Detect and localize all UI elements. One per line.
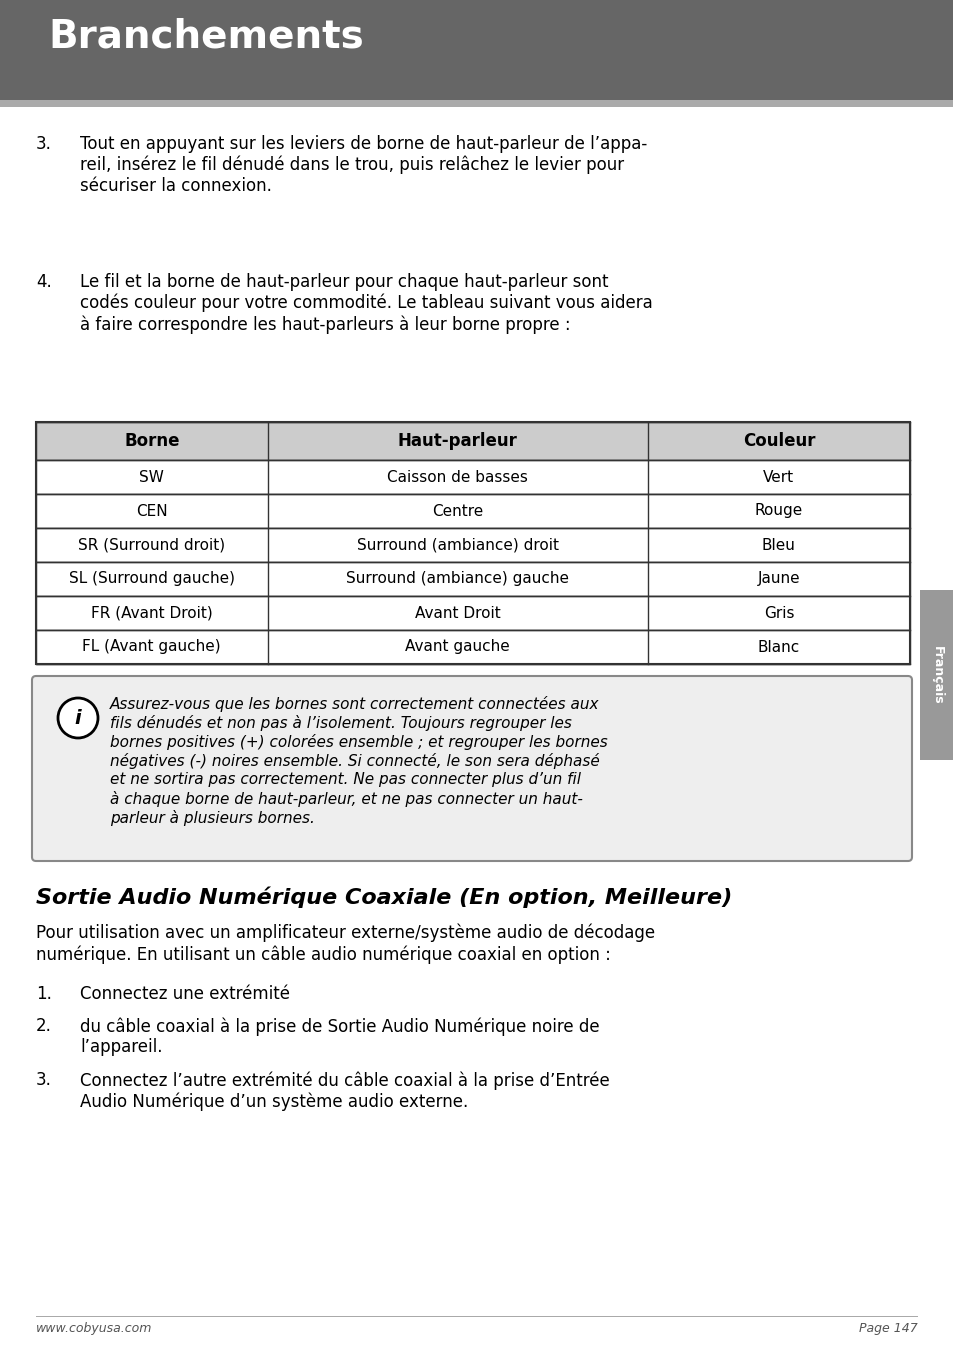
Text: Surround (ambiance) droit: Surround (ambiance) droit	[356, 538, 558, 552]
Text: Connectez une extrémité: Connectez une extrémité	[80, 984, 290, 1003]
Bar	[36, 494, 909, 528]
Text: Tout en appuyant sur les leviers de borne de haut-parleur de l’appa-
reil, insér: Tout en appuyant sur les leviers de born…	[80, 135, 646, 195]
Text: 3.: 3.	[36, 1071, 51, 1089]
Text: 2.: 2.	[36, 1017, 51, 1034]
Text: Blanc: Blanc	[757, 639, 800, 654]
Bar	[0, 0, 953, 100]
Text: Avant gauche: Avant gauche	[405, 639, 510, 654]
Bar	[36, 630, 909, 663]
Text: Pour utilisation avec un amplificateur externe/système audio de décodage: Pour utilisation avec un amplificateur e…	[36, 923, 655, 941]
Text: négatives (-) noires ensemble. Si connecté, le son sera déphasé: négatives (-) noires ensemble. Si connec…	[110, 753, 599, 769]
Bar	[919, 590, 953, 760]
Text: Sortie Audio Numérique Coaxiale (En option, Meilleure): Sortie Audio Numérique Coaxiale (En opti…	[36, 887, 732, 909]
Text: CEN: CEN	[136, 504, 168, 519]
Text: 3.: 3.	[36, 135, 51, 153]
Text: Avant Droit: Avant Droit	[415, 605, 500, 620]
Bar	[36, 460, 909, 494]
Text: Page 147: Page 147	[859, 1322, 917, 1335]
FancyBboxPatch shape	[32, 676, 911, 861]
Text: 1.: 1.	[36, 984, 51, 1003]
Text: Assurez-vous que les bornes sont correctement connectées aux: Assurez-vous que les bornes sont correct…	[110, 696, 598, 712]
Text: numérique. En utilisant un câble audio numérique coaxial en option :: numérique. En utilisant un câble audio n…	[36, 945, 610, 964]
Bar	[36, 528, 909, 562]
Text: Vert: Vert	[762, 470, 794, 485]
Text: à chaque borne de haut-parleur, et ne pas connecter un haut-: à chaque borne de haut-parleur, et ne pa…	[110, 791, 582, 807]
Text: Couleur: Couleur	[741, 432, 814, 450]
Text: Français: Français	[929, 646, 943, 704]
Text: SL (Surround gauche): SL (Surround gauche)	[69, 571, 234, 586]
Text: SR (Surround droit): SR (Surround droit)	[78, 538, 225, 552]
Text: Bleu: Bleu	[761, 538, 795, 552]
Bar	[36, 422, 909, 663]
Text: Le fil et la borne de haut-parleur pour chaque haut-parleur sont
codés couleur p: Le fil et la borne de haut-parleur pour …	[80, 274, 652, 334]
Text: SW: SW	[139, 470, 164, 485]
Text: Borne: Borne	[124, 432, 179, 450]
Text: Jaune: Jaune	[757, 571, 800, 586]
Text: Gris: Gris	[762, 605, 793, 620]
Bar	[36, 562, 909, 596]
Text: i: i	[74, 708, 81, 727]
Text: fils dénudés et non pas à l’isolement. Toujours regrouper les: fils dénudés et non pas à l’isolement. T…	[110, 715, 571, 731]
Text: bornes positives (+) colorées ensemble ; et regrouper les bornes: bornes positives (+) colorées ensemble ;…	[110, 734, 607, 750]
Text: Rouge: Rouge	[754, 504, 802, 519]
Bar	[36, 596, 909, 630]
Text: et ne sortira pas correctement. Ne pas connecter plus d’un fil: et ne sortira pas correctement. Ne pas c…	[110, 772, 580, 787]
Text: Surround (ambiance) gauche: Surround (ambiance) gauche	[346, 571, 569, 586]
Text: FR (Avant Droit): FR (Avant Droit)	[91, 605, 213, 620]
Circle shape	[58, 699, 98, 738]
Bar	[36, 422, 909, 460]
Text: FL (Avant gauche): FL (Avant gauche)	[82, 639, 221, 654]
Text: parleur à plusieurs bornes.: parleur à plusieurs bornes.	[110, 810, 314, 826]
Bar	[0, 100, 953, 107]
Text: Connectez l’autre extrémité du câble coaxial à la prise d’Entrée
Audio Numérique: Connectez l’autre extrémité du câble coa…	[80, 1071, 609, 1110]
Text: du câble coaxial à la prise de Sortie Audio Numérique noire de
l’appareil.: du câble coaxial à la prise de Sortie Au…	[80, 1017, 599, 1056]
Text: Centre: Centre	[432, 504, 483, 519]
Text: Branchements: Branchements	[48, 18, 363, 56]
Text: Caisson de basses: Caisson de basses	[387, 470, 528, 485]
Text: www.cobyusa.com: www.cobyusa.com	[36, 1322, 152, 1335]
Text: 4.: 4.	[36, 274, 51, 291]
Text: Haut-parleur: Haut-parleur	[397, 432, 517, 450]
